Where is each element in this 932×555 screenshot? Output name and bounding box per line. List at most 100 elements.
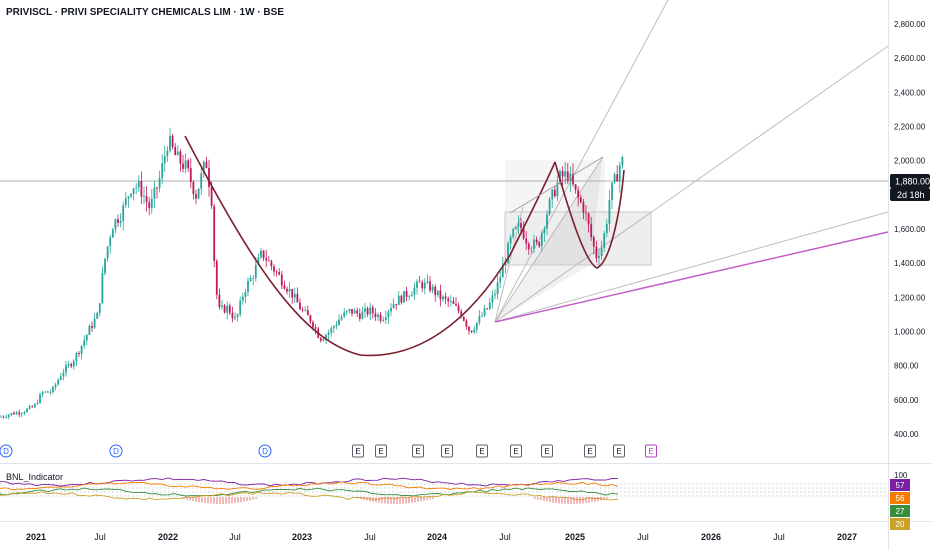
earnings-marker[interactable]: E <box>441 444 453 458</box>
price-tick-label: 1,400.00 <box>894 259 926 268</box>
candle-body <box>0 416 2 418</box>
candle-body <box>400 295 403 303</box>
candle-body <box>80 345 83 354</box>
candle-body <box>148 202 151 209</box>
candle-body <box>195 194 197 199</box>
range-rectangle <box>504 211 652 266</box>
candle-body <box>309 315 312 322</box>
indicator-value-text: 56 <box>896 494 905 503</box>
fan-line <box>494 156 604 323</box>
fan-line <box>494 45 889 323</box>
candle-body <box>582 202 585 213</box>
earnings-marker[interactable]: E <box>584 444 596 458</box>
candle-body <box>475 322 478 330</box>
candle-body <box>410 294 413 297</box>
time-tick-label: Jul <box>364 532 376 542</box>
fan-line <box>494 211 889 323</box>
candle-body <box>325 334 327 340</box>
candle-body <box>106 246 109 259</box>
candle-body <box>171 135 174 147</box>
earnings-marker[interactable]: E <box>541 444 553 458</box>
earnings-marker[interactable]: E <box>510 444 522 458</box>
indicator-value-badge <box>890 505 910 517</box>
candle-body <box>353 310 356 314</box>
trendline[interactable] <box>494 231 889 323</box>
indicator-line <box>0 487 619 497</box>
time-tick-label: 2023 <box>292 532 312 542</box>
candle-body <box>13 412 15 415</box>
time-tick-label: Jul <box>499 532 511 542</box>
candle-body <box>455 303 457 306</box>
candle-body <box>452 301 455 304</box>
candle-body <box>517 222 520 227</box>
fan-drawing[interactable] <box>494 0 889 323</box>
candle-body <box>621 157 624 166</box>
candle-body <box>293 293 296 298</box>
event-marker-label: E <box>378 447 383 456</box>
handle-curve[interactable] <box>554 161 625 269</box>
cup-curve[interactable] <box>184 135 556 357</box>
indicator-value-text: 57 <box>896 481 905 490</box>
candle-body <box>20 413 23 415</box>
event-marker-label: E <box>544 447 549 456</box>
candle-body <box>374 313 377 318</box>
earnings-marker[interactable]: E <box>375 444 387 458</box>
candle-body <box>109 237 112 247</box>
candle-body <box>296 293 299 303</box>
candle-body <box>291 288 294 298</box>
channel-line[interactable] <box>509 156 604 214</box>
indicator-title[interactable]: BNL_Indicator <box>6 472 64 482</box>
event-marker-label: E <box>479 447 484 456</box>
candle-body <box>124 198 127 206</box>
candle-body <box>431 286 434 291</box>
candle-body <box>169 135 171 151</box>
candle-body <box>564 171 567 177</box>
candle-body <box>330 328 333 333</box>
dividend-marker[interactable]: D <box>109 444 123 458</box>
time-axis[interactable]: 2021 Jul 2022 Jul 2023 Jul 2024 Jul 2025 Jul 2026 J… <box>26 532 857 542</box>
dividend-marker[interactable]: D <box>0 444 13 458</box>
candle-body <box>247 281 249 293</box>
candle-body <box>387 311 390 318</box>
candle-body <box>439 290 442 300</box>
candle-body <box>117 219 119 223</box>
candle-body <box>70 364 73 367</box>
earnings-marker[interactable]: E <box>476 444 488 458</box>
earnings-marker[interactable]: E <box>412 444 424 458</box>
price-tick-label: 1,600.00 <box>894 225 926 234</box>
earnings-marker[interactable]: E <box>352 444 364 458</box>
candle-body <box>462 316 465 321</box>
candle-body <box>345 311 348 313</box>
candle-body <box>182 163 184 169</box>
candle-body <box>551 189 554 200</box>
rectangle-drawing[interactable] <box>504 160 652 266</box>
candle-body <box>59 376 62 380</box>
candle-body <box>616 174 619 182</box>
candle-body <box>332 326 335 329</box>
candle-body <box>312 321 314 328</box>
earnings-marker[interactable]: E <box>645 444 657 458</box>
indicator-pane: 100 <box>0 471 908 504</box>
candle-body <box>390 308 392 312</box>
candle-body <box>143 196 145 198</box>
candle-body <box>384 317 387 320</box>
candle-body <box>478 316 481 323</box>
price-axis[interactable]: 2,800.00 2,600.00 2,400.00 2,200.00 2,000.00… <box>894 20 926 439</box>
candle-body <box>340 316 343 320</box>
dividend-marker[interactable]: D <box>258 444 272 458</box>
drawings-layer[interactable] <box>184 135 889 357</box>
candle-body <box>457 305 460 312</box>
candle-body <box>488 302 491 309</box>
candle-body <box>241 296 244 301</box>
fan-line <box>494 0 669 323</box>
candle-body <box>569 173 572 181</box>
earnings-marker[interactable]: E <box>613 444 625 458</box>
candle-body <box>530 248 533 250</box>
candle-body <box>413 287 416 295</box>
candle-body <box>65 365 67 373</box>
candle-body <box>566 171 569 181</box>
candle-body <box>465 320 468 327</box>
candle-body <box>442 296 444 300</box>
candle-body <box>304 310 307 311</box>
